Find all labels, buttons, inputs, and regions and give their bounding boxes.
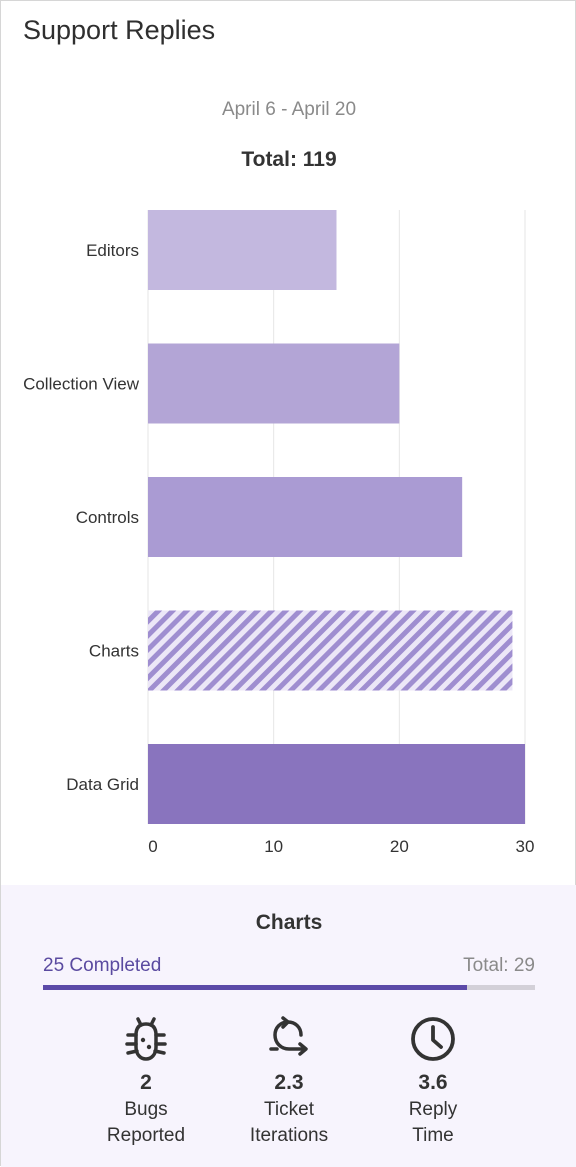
stat-label-line1: Bugs xyxy=(124,1099,168,1120)
category-label: Data Grid xyxy=(66,775,139,794)
stat-value: 2 xyxy=(140,1071,152,1094)
stat-label-line1: Reply xyxy=(408,1099,458,1120)
total-replies: Total: 119 xyxy=(241,148,337,171)
category-label: Editors xyxy=(86,241,139,260)
stat-reply-time: 3.6 Reply Time xyxy=(363,1013,503,1147)
stat-bugs: 2 Bugs Reported xyxy=(76,1013,216,1147)
category-label: Charts xyxy=(89,642,139,661)
x-tick-label: 30 xyxy=(516,837,535,856)
date-range-subtitle: April 6 - April 20 xyxy=(221,99,357,120)
completed-label: 25 Completed xyxy=(43,955,162,976)
progress-fill xyxy=(43,985,468,990)
x-tick-label: 20 xyxy=(390,837,409,856)
category-label: Controls xyxy=(76,508,139,527)
bar-collection-view[interactable] xyxy=(148,343,400,424)
detail-panel: Charts 25 Completed Total: 29 2 Bugs xyxy=(1,885,576,1167)
bar-charts[interactable] xyxy=(148,610,513,691)
iterations-icon xyxy=(269,1016,308,1056)
clock-icon xyxy=(411,1017,455,1061)
bar-data-grid[interactable] xyxy=(148,744,525,824)
bar-chart[interactable]: 0 10 20 30 Editors Collection View Controls Cha… xyxy=(1,1,576,881)
x-tick-label: 10 xyxy=(264,837,283,856)
stat-iterations: 2.3 Ticket Iterations xyxy=(219,1013,359,1147)
stat-label-line2: Time xyxy=(412,1125,454,1146)
stat-label-line1: Ticket xyxy=(264,1099,314,1120)
bug-icon xyxy=(125,1017,167,1061)
detail-title: Charts xyxy=(255,911,323,934)
progress-bar xyxy=(43,985,535,990)
stat-label-line2: Reported xyxy=(106,1125,186,1146)
bar-editors[interactable] xyxy=(148,210,337,290)
detail-total-label: Total: 29 xyxy=(463,955,535,976)
stat-label-line2: Iterations xyxy=(249,1125,329,1146)
category-label: Collection View xyxy=(23,375,140,394)
x-tick-label: 0 xyxy=(148,837,157,856)
bar-controls[interactable] xyxy=(148,477,463,557)
stat-value: 3.6 xyxy=(418,1071,448,1094)
stat-value: 2.3 xyxy=(274,1071,304,1094)
page-title: Support Replies xyxy=(23,15,216,45)
